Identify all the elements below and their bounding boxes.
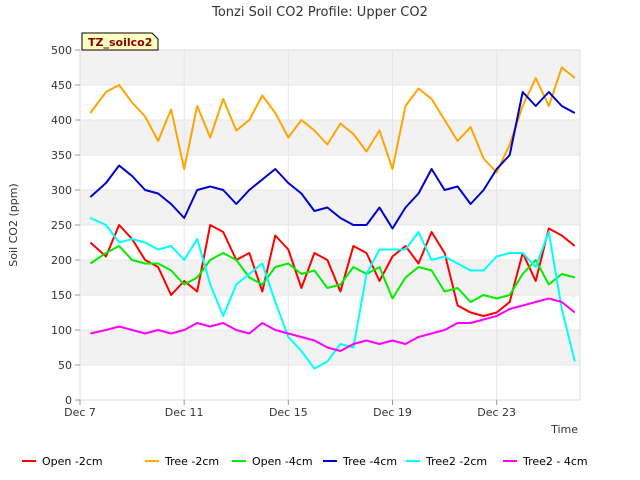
legend-label: Tree2 -2cm [425, 455, 487, 468]
y-axis-label: Soil CO2 (ppm) [7, 183, 20, 266]
legend-label: Open -4cm [252, 455, 313, 468]
y-tick-label: 200 [51, 254, 72, 267]
series-line-0 [89, 224, 576, 317]
y-axis-ticks: 0 50 100 150 200 250 300 350 400 450 500 [51, 44, 80, 407]
series-line-4 [89, 217, 576, 370]
y-tick-label: 350 [51, 149, 72, 162]
legend: Open -2cm Tree -2cm Open -4cm Tree -4cm Tree… [22, 455, 588, 468]
station-badge-text: TZ_soilco2 [88, 36, 152, 49]
series-line-1 [89, 66, 576, 174]
plot-band [80, 85, 580, 120]
legend-label: Tree2 - 4cm [522, 455, 588, 468]
y-tick-label: 250 [51, 219, 72, 232]
x-tick-label: Dec 7 [64, 406, 96, 419]
x-tick-label: Dec 19 [373, 406, 412, 419]
series-line-5 [90, 297, 576, 352]
x-tick-label: Dec 11 [165, 406, 204, 419]
chart-title: Tonzi Soil CO2 Profile: Upper CO2 [211, 5, 428, 20]
y-tick-label: 100 [51, 324, 72, 337]
x-axis-ticks: Dec 7 Dec 11 Dec 15 Dec 19 Dec 23 [64, 400, 516, 419]
y-tick-label: 0 [65, 394, 72, 407]
x-tick-label: Dec 23 [477, 406, 516, 419]
y-tick-label: 150 [51, 289, 72, 302]
legend-label: Tree -2cm [164, 455, 219, 468]
plot-band [80, 365, 580, 400]
station-badge-box [81, 32, 159, 51]
legend-label: Open -2cm [42, 455, 103, 468]
legend-label: Tree -4cm [342, 455, 397, 468]
x-axis-label: Time [550, 423, 578, 436]
series-line-3 [89, 91, 576, 230]
x-tick-label: Dec 15 [269, 406, 308, 419]
y-tick-label: 50 [58, 359, 72, 372]
y-tick-label: 500 [51, 44, 72, 57]
y-tick-label: 400 [51, 114, 72, 127]
series-lines [89, 66, 576, 370]
y-tick-label: 300 [51, 184, 72, 197]
station-badge: TZ_soilco2 [81, 32, 159, 51]
plot-band [80, 190, 580, 225]
plot-band [80, 120, 580, 155]
series-line-2 [89, 245, 576, 303]
plot-band [80, 50, 580, 85]
y-tick-label: 450 [51, 79, 72, 92]
